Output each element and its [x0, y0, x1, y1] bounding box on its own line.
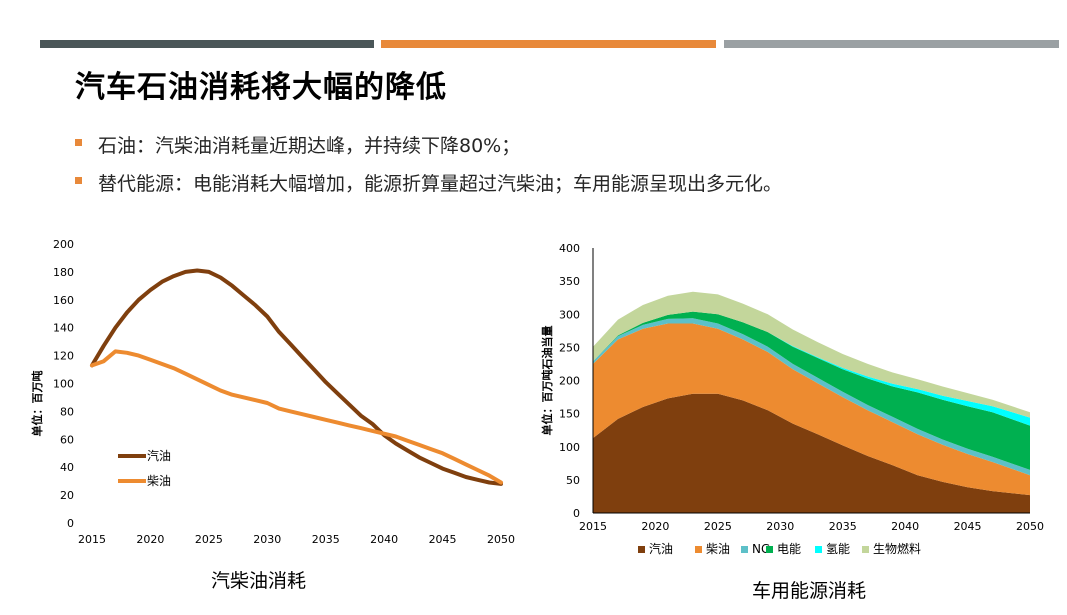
legend-label: 柴油 [147, 474, 171, 488]
area-series-3 [593, 318, 1030, 476]
y-tick-label: 160 [53, 294, 74, 307]
legend-swatch [741, 546, 748, 553]
y-tick-label: 100 [559, 441, 580, 454]
area-series-1 [593, 393, 1030, 513]
bullet-marker-icon [75, 139, 82, 146]
legend-swatch [815, 546, 822, 553]
x-tick-label: 2030 [253, 533, 281, 546]
series-line-2 [90, 349, 503, 485]
x-tick-label: 2015 [579, 520, 607, 533]
legend-label: 柴油 [706, 542, 730, 556]
top-bar-orange [381, 40, 716, 48]
bullet-text-1: 石油：汽柴油消耗量近期达峰，并持续下降80%； [98, 135, 521, 157]
legend-swatch [862, 546, 869, 553]
y-tick-label: 0 [67, 517, 74, 530]
slide-title: 汽车石油消耗将大幅的降低 [75, 70, 447, 105]
y-tick-label: 50 [566, 474, 580, 487]
x-tick-label: 2040 [891, 520, 919, 533]
y-tick-label: 400 [559, 242, 580, 255]
y-tick-label: 140 [53, 322, 74, 335]
y-tick-label: 150 [559, 408, 580, 421]
y-tick-label: 200 [559, 375, 580, 388]
legend-label: NG [752, 542, 770, 556]
y-tick-label: 180 [53, 266, 74, 279]
x-tick-label: 2035 [312, 533, 340, 546]
x-tick-label: 2025 [704, 520, 732, 533]
chart2-caption: 车用能源消耗 [752, 580, 867, 602]
y-tick-label: 120 [53, 350, 74, 363]
legend-label: 生物燃料 [873, 541, 921, 556]
y-axis-label: 单位：百万吨 [30, 371, 44, 437]
y-tick-label: 20 [60, 489, 74, 502]
legend-swatch [695, 546, 702, 553]
area-series-6 [593, 291, 1030, 418]
legend-swatch [766, 546, 773, 553]
bullet-item-2: 替代能源：电能消耗大幅增加，能源折算量超过汽柴油；车用能源呈现出多元化。 [75, 169, 782, 196]
vehicle-energy-area-chart: 0 50 100 150 200 250 300 350 400 2015 2020 2025 2030… [540, 242, 1044, 556]
legend-swatch [638, 546, 645, 553]
x-tick-label: 2020 [641, 520, 669, 533]
legend-label: 电能 [777, 542, 801, 556]
x-tick-label: 2020 [136, 533, 164, 546]
y-tick-label: 300 [559, 308, 580, 321]
y-tick-label: 350 [559, 275, 580, 288]
legend-label: 氢能 [826, 541, 850, 556]
top-bar-gray [724, 40, 1059, 48]
y-tick-label: 100 [53, 378, 74, 391]
y-tick-label: 40 [60, 461, 74, 474]
top-bar-dark [40, 40, 374, 48]
y-axis-label: 单位：百万吨石油当量 [540, 326, 554, 436]
x-tick-label: 2050 [487, 533, 515, 546]
y-tick-label: 250 [559, 341, 580, 354]
y-tick-label: 60 [60, 433, 74, 446]
x-tick-label: 2035 [829, 520, 857, 533]
bullet-text-2: 替代能源：电能消耗大幅增加，能源折算量超过汽柴油；车用能源呈现出多元化。 [98, 173, 783, 195]
series-line-1 [90, 268, 503, 486]
x-tick-label: 2030 [766, 520, 794, 533]
x-tick-label: 2015 [78, 533, 106, 546]
x-tick-label: 2045 [954, 520, 982, 533]
x-tick-label: 2025 [195, 533, 223, 546]
x-tick-label: 2050 [1016, 520, 1044, 533]
bullet-marker-icon [75, 177, 82, 184]
bullet-item-1: 石油：汽柴油消耗量近期达峰，并持续下降80%； [75, 131, 520, 158]
chart1-caption: 汽柴油消耗 [211, 570, 307, 592]
area-series-4 [593, 311, 1030, 470]
y-tick-label: 200 [53, 238, 74, 251]
x-tick-label: 2045 [429, 533, 457, 546]
y-tick-label: 0 [573, 507, 580, 520]
area-series-2 [593, 323, 1030, 496]
x-tick-label: 2040 [370, 533, 398, 546]
legend-label: 汽油 [147, 448, 171, 463]
legend-label: 汽油 [649, 541, 673, 556]
y-tick-label: 80 [60, 405, 74, 418]
